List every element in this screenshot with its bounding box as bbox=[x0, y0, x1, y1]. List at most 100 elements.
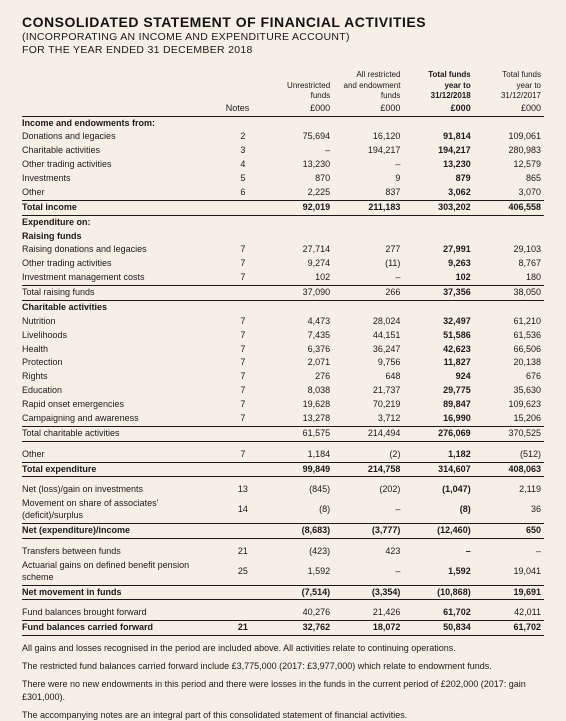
row-name: Other trading activities bbox=[22, 158, 223, 172]
row-name: Actuarial gains on defined benefit pensi… bbox=[22, 559, 223, 585]
footnote-line: The restricted fund balances carried for… bbox=[22, 660, 544, 672]
page-subtitle-1: (INCORPORATING AN INCOME AND EXPENDITURE… bbox=[22, 31, 544, 43]
row-note: 7 bbox=[223, 384, 263, 398]
row-value: 423 bbox=[333, 545, 403, 559]
financial-table: All restricted Total funds Total funds U… bbox=[22, 70, 544, 636]
row-value: 676 bbox=[474, 370, 544, 384]
row-note: 7 bbox=[223, 370, 263, 384]
row-value: – bbox=[474, 545, 544, 559]
row-name: Fund balances carried forward bbox=[22, 621, 223, 636]
row-value bbox=[333, 215, 403, 229]
row-value: 75,694 bbox=[263, 130, 333, 144]
footnote-line: There were no new endowments in this per… bbox=[22, 678, 544, 702]
row-value: 13,278 bbox=[263, 412, 333, 426]
row-note: 7 bbox=[223, 271, 263, 285]
row-value: 109,623 bbox=[474, 398, 544, 412]
row-value: 9 bbox=[333, 172, 403, 186]
row-value: 109,061 bbox=[474, 130, 544, 144]
footnote-line: All gains and losses recognised in the p… bbox=[22, 642, 544, 654]
row-value: 214,758 bbox=[333, 462, 403, 477]
row-value: 18,072 bbox=[333, 621, 403, 636]
col4-l4: £000 bbox=[474, 102, 544, 116]
row-value: 61,702 bbox=[474, 621, 544, 636]
row-name: Charitable activities bbox=[22, 300, 223, 314]
row-value: 15,206 bbox=[474, 412, 544, 426]
row-value: 20,138 bbox=[474, 356, 544, 370]
row-value: 9,756 bbox=[333, 356, 403, 370]
row-value: (1,047) bbox=[403, 483, 473, 497]
row-value: 276 bbox=[263, 370, 333, 384]
row-name: Expenditure on: bbox=[22, 215, 223, 229]
table-row: Donations and legacies275,69416,12091,81… bbox=[22, 130, 544, 144]
row-value: 408,063 bbox=[474, 462, 544, 477]
row-name: Other bbox=[22, 448, 223, 462]
row-value: – bbox=[403, 545, 473, 559]
row-value bbox=[263, 300, 333, 314]
row-name: Raising donations and legacies bbox=[22, 243, 223, 257]
row-note: 7 bbox=[223, 398, 263, 412]
col3-l4: £000 bbox=[403, 102, 473, 116]
table-row: Income and endowments from: bbox=[22, 116, 544, 130]
col2-l4: £000 bbox=[333, 102, 403, 116]
col4-l1: Total funds bbox=[474, 70, 544, 81]
row-value: – bbox=[333, 559, 403, 585]
col1-l1 bbox=[263, 70, 333, 81]
row-value: 4,473 bbox=[263, 315, 333, 329]
row-value bbox=[403, 116, 473, 130]
row-value bbox=[403, 215, 473, 229]
table-row: Investment management costs7102–102180 bbox=[22, 271, 544, 285]
row-value: 16,990 bbox=[403, 412, 473, 426]
col2-l1: All restricted bbox=[333, 70, 403, 81]
col3-l3: 31/12/2018 bbox=[403, 91, 473, 102]
row-value: 2,225 bbox=[263, 186, 333, 200]
row-note bbox=[223, 286, 263, 301]
row-value: 99,849 bbox=[263, 462, 333, 477]
row-value: 6,376 bbox=[263, 343, 333, 357]
row-value: 314,607 bbox=[403, 462, 473, 477]
row-value: 61,575 bbox=[263, 426, 333, 441]
table-row: Total raising funds37,09026637,35638,050 bbox=[22, 286, 544, 301]
table-row: Rapid onset emergencies719,62870,21989,8… bbox=[22, 398, 544, 412]
row-value bbox=[474, 116, 544, 130]
row-value: 19,628 bbox=[263, 398, 333, 412]
table-row: Education78,03821,73729,77535,630 bbox=[22, 384, 544, 398]
row-note bbox=[223, 462, 263, 477]
row-note: 7 bbox=[223, 412, 263, 426]
row-name: Health bbox=[22, 343, 223, 357]
table-row: Total expenditure99,849214,758314,607408… bbox=[22, 462, 544, 477]
row-value bbox=[263, 116, 333, 130]
statement-page: CONSOLIDATED STATEMENT OF FINANCIAL ACTI… bbox=[0, 0, 566, 696]
row-name: Donations and legacies bbox=[22, 130, 223, 144]
row-name: Fund balances brought forward bbox=[22, 606, 223, 620]
row-value: 180 bbox=[474, 271, 544, 285]
row-value bbox=[333, 300, 403, 314]
row-value: 91,814 bbox=[403, 130, 473, 144]
page-title: CONSOLIDATED STATEMENT OF FINANCIAL ACTI… bbox=[22, 14, 544, 30]
row-value: 61,210 bbox=[474, 315, 544, 329]
row-name: Net (expenditure)/income bbox=[22, 524, 223, 539]
row-value: 13,230 bbox=[403, 158, 473, 172]
row-name: Livelihoods bbox=[22, 329, 223, 343]
table-row: Protection72,0719,75611,82720,138 bbox=[22, 356, 544, 370]
row-value: 1,182 bbox=[403, 448, 473, 462]
row-name: Income and endowments from: bbox=[22, 116, 223, 130]
row-note: 25 bbox=[223, 559, 263, 585]
row-value: 3,070 bbox=[474, 186, 544, 200]
table-row: Other71,184(2)1,182(512) bbox=[22, 448, 544, 462]
table-row: Expenditure on: bbox=[22, 215, 544, 229]
row-value: 1,592 bbox=[403, 559, 473, 585]
row-value: 370,525 bbox=[474, 426, 544, 441]
col3-l2: year to bbox=[403, 81, 473, 92]
row-value bbox=[333, 230, 403, 244]
table-row: Nutrition74,47328,02432,49761,210 bbox=[22, 315, 544, 329]
row-name: Rapid onset emergencies bbox=[22, 398, 223, 412]
row-name: Investments bbox=[22, 172, 223, 186]
row-value: 44,151 bbox=[333, 329, 403, 343]
row-value: (11) bbox=[333, 257, 403, 271]
row-note bbox=[223, 200, 263, 215]
row-value: 924 bbox=[403, 370, 473, 384]
row-name: Total charitable activities bbox=[22, 426, 223, 441]
row-value: 276,069 bbox=[403, 426, 473, 441]
col1-l2: Unrestricted bbox=[263, 81, 333, 92]
row-value bbox=[263, 230, 333, 244]
